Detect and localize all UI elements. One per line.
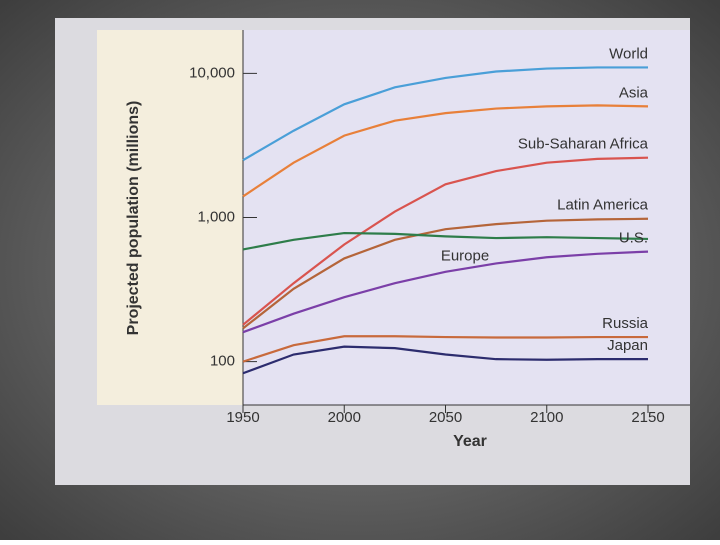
series-label: Latin America <box>557 197 649 214</box>
series-line <box>242 66 648 162</box>
plot-area <box>243 30 690 405</box>
series-line <box>242 335 648 363</box>
series-line <box>242 231 649 251</box>
series-label: Japan <box>607 337 648 354</box>
x-axis-label: Year <box>453 433 487 450</box>
x-tick-label: 2000 <box>328 409 361 426</box>
series-label: Asia <box>619 84 649 101</box>
y-tick-label: 1,000 <box>197 208 235 225</box>
series-line <box>242 250 649 334</box>
series-label: Russia <box>602 315 649 332</box>
x-tick-label: 2100 <box>530 409 563 426</box>
series-label: World <box>609 45 648 62</box>
y-tick-label: 100 <box>210 353 235 370</box>
x-tick-label: 2150 <box>631 409 664 426</box>
series-line <box>242 345 648 375</box>
series-label: Sub-Saharan Africa <box>518 136 649 153</box>
y-axis-label: Projected population (millions) <box>125 101 142 336</box>
series-label: Europe <box>441 247 489 264</box>
x-tick-label: 1950 <box>226 409 259 426</box>
series-line <box>242 156 649 326</box>
series-label: U.S. <box>619 230 648 247</box>
series-line <box>242 104 649 198</box>
x-tick-label: 2050 <box>429 409 462 426</box>
y-tick-label: 10,000 <box>189 64 235 81</box>
series-line <box>242 217 649 330</box>
